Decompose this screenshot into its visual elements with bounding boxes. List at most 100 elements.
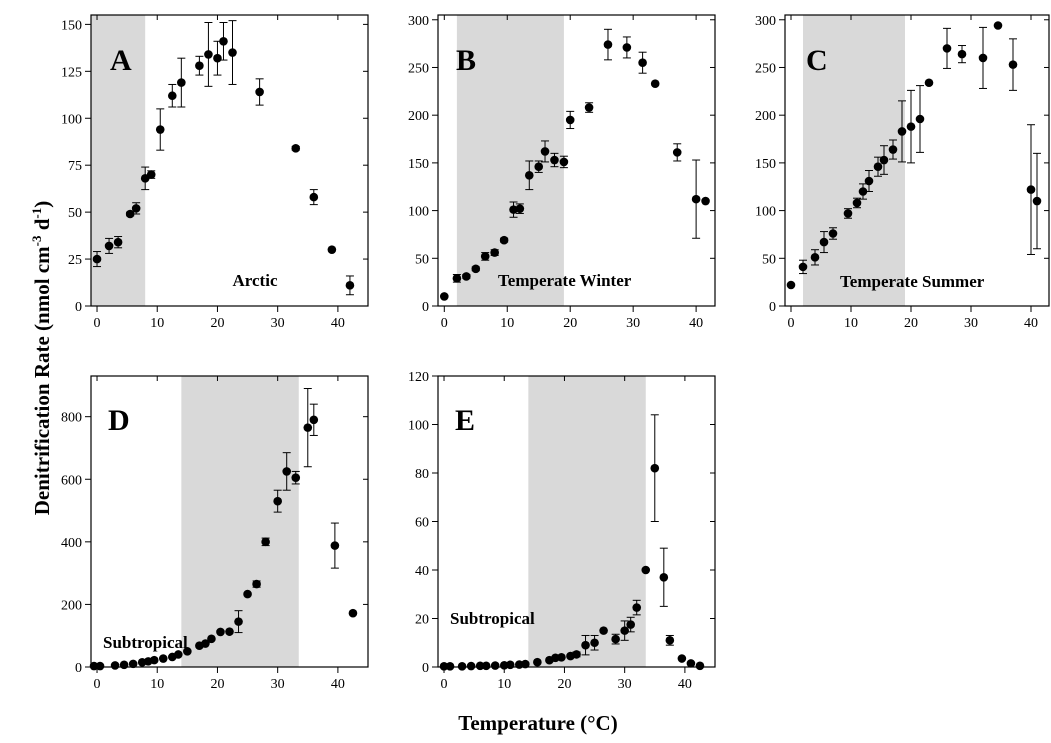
y-tick-label: 50 <box>68 206 82 221</box>
data-point <box>534 162 544 172</box>
data-point <box>255 87 264 97</box>
data-point <box>291 143 301 153</box>
y-tick-label: 0 <box>769 300 776 315</box>
data-point <box>131 204 141 213</box>
y-tick-label: 200 <box>408 109 429 124</box>
shaded-range <box>528 376 646 667</box>
y-tick-label: 600 <box>61 473 82 488</box>
data-point <box>540 147 550 156</box>
data-point <box>550 155 559 165</box>
data-point <box>584 103 594 112</box>
y-tick-label: 250 <box>755 61 776 76</box>
data-point <box>234 617 243 626</box>
data-point <box>978 53 988 63</box>
data-point <box>261 537 270 547</box>
data-point <box>155 125 165 134</box>
data-point <box>603 40 613 49</box>
x-tick-label: 20 <box>557 677 571 692</box>
data-point <box>452 274 462 283</box>
plot-frame <box>437 14 716 307</box>
data-point <box>113 237 123 247</box>
data-point <box>873 162 883 172</box>
x-tick-label: 30 <box>626 316 640 331</box>
y-tick-label: 50 <box>762 252 776 267</box>
region-label: Arctic <box>233 271 278 290</box>
data-point <box>228 48 237 57</box>
data-point <box>1032 196 1042 206</box>
data-point <box>207 634 216 644</box>
data-point <box>481 661 491 671</box>
plot-frame <box>784 14 1050 307</box>
data-point <box>273 496 282 506</box>
data-point <box>225 627 234 636</box>
data-point <box>659 572 669 582</box>
region-label: Subtropical <box>450 609 535 628</box>
y-tick-label: 120 <box>408 370 429 385</box>
region-label: Subtropical <box>103 633 188 652</box>
data-point <box>348 608 358 618</box>
data-point <box>828 229 838 238</box>
x-tick-label: 40 <box>1024 316 1038 331</box>
y-tick-label: 75 <box>68 159 82 174</box>
data-point <box>798 262 808 272</box>
data-point <box>89 661 99 671</box>
data-point <box>457 661 467 671</box>
data-point <box>626 620 635 629</box>
data-point <box>993 21 1003 30</box>
panel-b: 0 50 100 150 200 250 300 0 10 20 30 40 B Temperate Wi… <box>408 14 716 331</box>
data-point <box>819 237 829 247</box>
x-tick-label: 30 <box>271 316 285 331</box>
panel-letter: A <box>110 44 132 77</box>
x-tick-label: 10 <box>150 316 164 331</box>
panel-letter: E <box>455 404 475 437</box>
data-point <box>565 115 575 125</box>
data-point <box>650 463 660 473</box>
data-point <box>174 650 183 659</box>
x-axis-title: Temperature (°C) <box>458 711 617 735</box>
y-tick-label: 150 <box>755 157 776 172</box>
data-point <box>1008 60 1018 69</box>
data-point <box>204 50 213 59</box>
data-point <box>786 280 796 290</box>
y-tick-label: 100 <box>408 205 429 220</box>
data-point <box>957 49 967 59</box>
data-point <box>864 176 874 186</box>
y-tick-label: 50 <box>415 252 429 267</box>
x-tick-label: 20 <box>210 316 224 331</box>
data-point <box>677 654 687 663</box>
data-point <box>524 170 534 180</box>
data-point <box>119 660 129 670</box>
x-tick-label: 20 <box>210 677 224 692</box>
data-point <box>533 657 542 667</box>
y-tick-label: 125 <box>61 65 82 80</box>
data-point <box>599 626 608 635</box>
y-tick-label: 25 <box>68 253 82 268</box>
data-point <box>466 661 476 671</box>
y-tick-label: 60 <box>415 516 429 531</box>
data-point <box>177 78 186 87</box>
y-tick-label: 0 <box>75 661 82 676</box>
data-point <box>252 579 261 589</box>
data-point <box>620 626 629 635</box>
y-tick-label: 100 <box>408 419 429 434</box>
data-point <box>183 647 192 656</box>
x-tick-label: 20 <box>904 316 918 331</box>
data-point <box>125 209 135 219</box>
y-tick-label: 200 <box>755 109 776 124</box>
data-point <box>439 661 449 671</box>
data-point <box>490 248 499 257</box>
data-point <box>146 170 156 179</box>
data-point <box>942 44 952 53</box>
data-point <box>303 423 313 432</box>
data-point <box>505 660 515 670</box>
data-point <box>471 264 481 274</box>
data-point <box>897 127 907 136</box>
panel-c: 0 50 100 150 200 250 300 0 10 20 30 40 C Temperate Su… <box>755 14 1050 331</box>
data-point <box>879 155 889 165</box>
x-tick-label: 30 <box>964 316 978 331</box>
region-label: Temperate Summer <box>840 272 985 291</box>
data-point <box>611 634 620 644</box>
y-tick-label: 0 <box>422 300 429 315</box>
panel-letter: D <box>108 404 130 437</box>
